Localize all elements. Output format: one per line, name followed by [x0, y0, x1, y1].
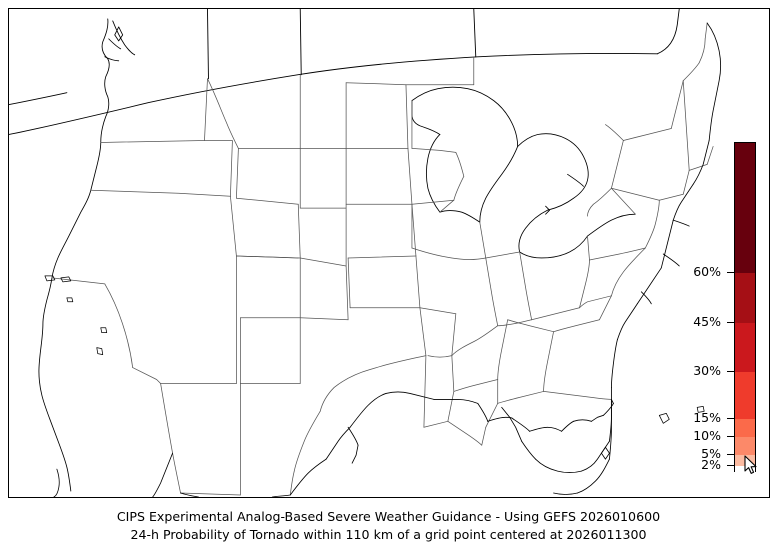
gulf-coastline-layer: [289, 391, 614, 496]
midwest-state-lines-layer: [411, 100, 590, 358]
northeast-state-lines-layer: [587, 22, 714, 261]
colorbar-label-5: 5%: [701, 446, 721, 461]
pacific-coastline-layer: [38, 18, 136, 492]
colorbar-tick-60: [727, 272, 734, 273]
map-frame: [8, 8, 770, 498]
colorbar-band-2-5: [735, 455, 755, 466]
colorbar-label-30: 30%: [693, 363, 721, 378]
colorbar-band-5-10: [735, 437, 755, 455]
map-layers: [9, 9, 722, 497]
colorbar-tick-2: [727, 465, 734, 466]
colorbar-tick-10: [727, 436, 734, 437]
colorbar-band-30-45: [735, 323, 755, 372]
colorbar-tick-45: [727, 322, 734, 323]
probability-colorbar: [734, 142, 756, 473]
mexico-outline-layer: [53, 452, 291, 497]
caption-line-2: 24-h Probability of Tornado within 110 k…: [130, 527, 647, 543]
colorbar-tick-15: [727, 418, 734, 419]
colorbar-band-15-30: [735, 372, 755, 419]
conus-basemap: [9, 9, 722, 497]
plains-state-lines-layer: [289, 56, 475, 496]
colorbar-tick-5: [727, 454, 734, 455]
caption-line-1: CIPS Experimental Analog-Based Severe We…: [116, 509, 661, 524]
colorbar-band-45-60: [735, 273, 755, 323]
southeast-state-lines-layer: [423, 247, 646, 446]
colorbar-band-70-plus: [735, 143, 755, 273]
colorbar-label-60: 60%: [693, 264, 721, 279]
national-border-layer: [9, 9, 680, 135]
colorbar-label-2: 2%: [701, 457, 721, 472]
islands-layer: [44, 275, 705, 424]
great-lakes-layer: [411, 86, 636, 259]
figure-caption: CIPS Experimental Analog-Based Severe We…: [0, 508, 777, 545]
west-state-lines-layer: [51, 78, 299, 496]
colorbar-label-45: 45%: [693, 314, 721, 329]
colorbar-tick-30: [727, 371, 734, 372]
atlantic-coastline-layer: [501, 22, 722, 474]
colorbar-label-15: 15%: [693, 410, 721, 425]
colorbar-band-0-2: [735, 466, 755, 473]
colorbar-label-10: 10%: [693, 428, 721, 443]
rockies-state-lines-layer: [207, 74, 349, 384]
colorbar-band-10-15: [735, 419, 755, 437]
